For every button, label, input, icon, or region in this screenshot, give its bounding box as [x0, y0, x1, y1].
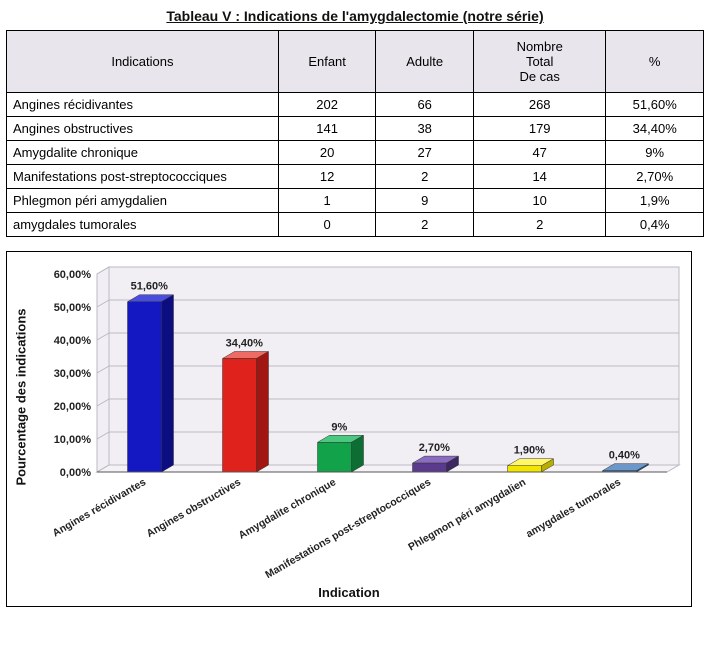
cell-value: 14 — [473, 165, 605, 189]
cell-value: 38 — [376, 117, 474, 141]
svg-text:50,00%: 50,00% — [54, 302, 92, 314]
col-adulte: Adulte — [376, 31, 474, 93]
cell-value: 27 — [376, 141, 474, 165]
cell-value: 179 — [473, 117, 605, 141]
cell-value: 9% — [606, 141, 704, 165]
cell-value: 9 — [376, 189, 474, 213]
cell-value: 10 — [473, 189, 605, 213]
cell-indication: amygdales tumorales — [7, 213, 279, 237]
col-total: NombreTotalDe cas — [473, 31, 605, 93]
svg-text:Angines obstructives: Angines obstructives — [145, 476, 244, 540]
chart-svg: 0,00% 10,00% 20,00% 30,00% 40,00% 50,00% 60,00… — [11, 260, 687, 580]
svg-text:Manifestations post-streptococ: Manifestations post-streptococciques — [263, 476, 433, 580]
table-row: Manifestations post-streptococciques1221… — [7, 165, 704, 189]
table-body: Angines récidivantes2026626851,60%Angine… — [7, 93, 704, 237]
cell-value: 202 — [278, 93, 376, 117]
svg-text:amygdales tumorales: amygdales tumorales — [524, 476, 623, 540]
svg-text:2,70%: 2,70% — [419, 442, 450, 454]
cell-value: 66 — [376, 93, 474, 117]
svg-text:1,90%: 1,90% — [514, 445, 545, 457]
table-row: Angines obstructives1413817934,40% — [7, 117, 704, 141]
table-row: Amygdalite chronique2027479% — [7, 141, 704, 165]
table-row: amygdales tumorales0220,4% — [7, 213, 704, 237]
svg-text:40,00%: 40,00% — [54, 335, 92, 347]
cell-indication: Angines récidivantes — [7, 93, 279, 117]
table-row: Phlegmon péri amygdalien19101,9% — [7, 189, 704, 213]
cell-indication: Phlegmon péri amygdalien — [7, 189, 279, 213]
svg-text:0,00%: 0,00% — [60, 467, 91, 479]
cell-value: 0,4% — [606, 213, 704, 237]
cell-value: 20 — [278, 141, 376, 165]
cell-value: 1,9% — [606, 189, 704, 213]
svg-text:0,40%: 0,40% — [609, 450, 640, 462]
svg-text:30,00%: 30,00% — [54, 368, 92, 380]
svg-text:Amygdalite chronique: Amygdalite chronique — [237, 476, 339, 542]
cell-value: 2 — [376, 213, 474, 237]
cell-indication: Angines obstructives — [7, 117, 279, 141]
cell-value: 268 — [473, 93, 605, 117]
svg-text:60,00%: 60,00% — [54, 269, 92, 281]
col-enfant: Enfant — [278, 31, 376, 93]
col-indications: Indications — [7, 31, 279, 93]
cell-value: 2,70% — [606, 165, 704, 189]
cell-indication: Manifestations post-streptococciques — [7, 165, 279, 189]
svg-text:51,60%: 51,60% — [131, 281, 169, 293]
indications-bar-chart: Pourcentage des indications 0,00% 10,00% 2… — [6, 251, 692, 607]
cell-value: 1 — [278, 189, 376, 213]
cell-value: 47 — [473, 141, 605, 165]
indications-table: Indications Enfant Adulte NombreTotalDe … — [6, 30, 704, 237]
cell-value: 34,40% — [606, 117, 704, 141]
cell-value: 2 — [473, 213, 605, 237]
cell-value: 141 — [278, 117, 376, 141]
svg-text:Angines récidivantes: Angines récidivantes — [51, 476, 149, 539]
chart-x-axis-label: Indication — [318, 585, 379, 600]
svg-text:9%: 9% — [331, 421, 347, 433]
cell-indication: Amygdalite chronique — [7, 141, 279, 165]
svg-text:20,00%: 20,00% — [54, 401, 92, 413]
table-row: Angines récidivantes2026626851,60% — [7, 93, 704, 117]
cell-value: 12 — [278, 165, 376, 189]
cell-value: 51,60% — [606, 93, 704, 117]
chart-y-axis-label: Pourcentage des indications — [14, 309, 29, 486]
svg-text:10,00%: 10,00% — [54, 434, 92, 446]
svg-text:34,40%: 34,40% — [226, 337, 264, 349]
cell-value: 0 — [278, 213, 376, 237]
table-title: Tableau V : Indications de l'amygdalecto… — [6, 8, 704, 24]
cell-value: 2 — [376, 165, 474, 189]
col-pct: % — [606, 31, 704, 93]
